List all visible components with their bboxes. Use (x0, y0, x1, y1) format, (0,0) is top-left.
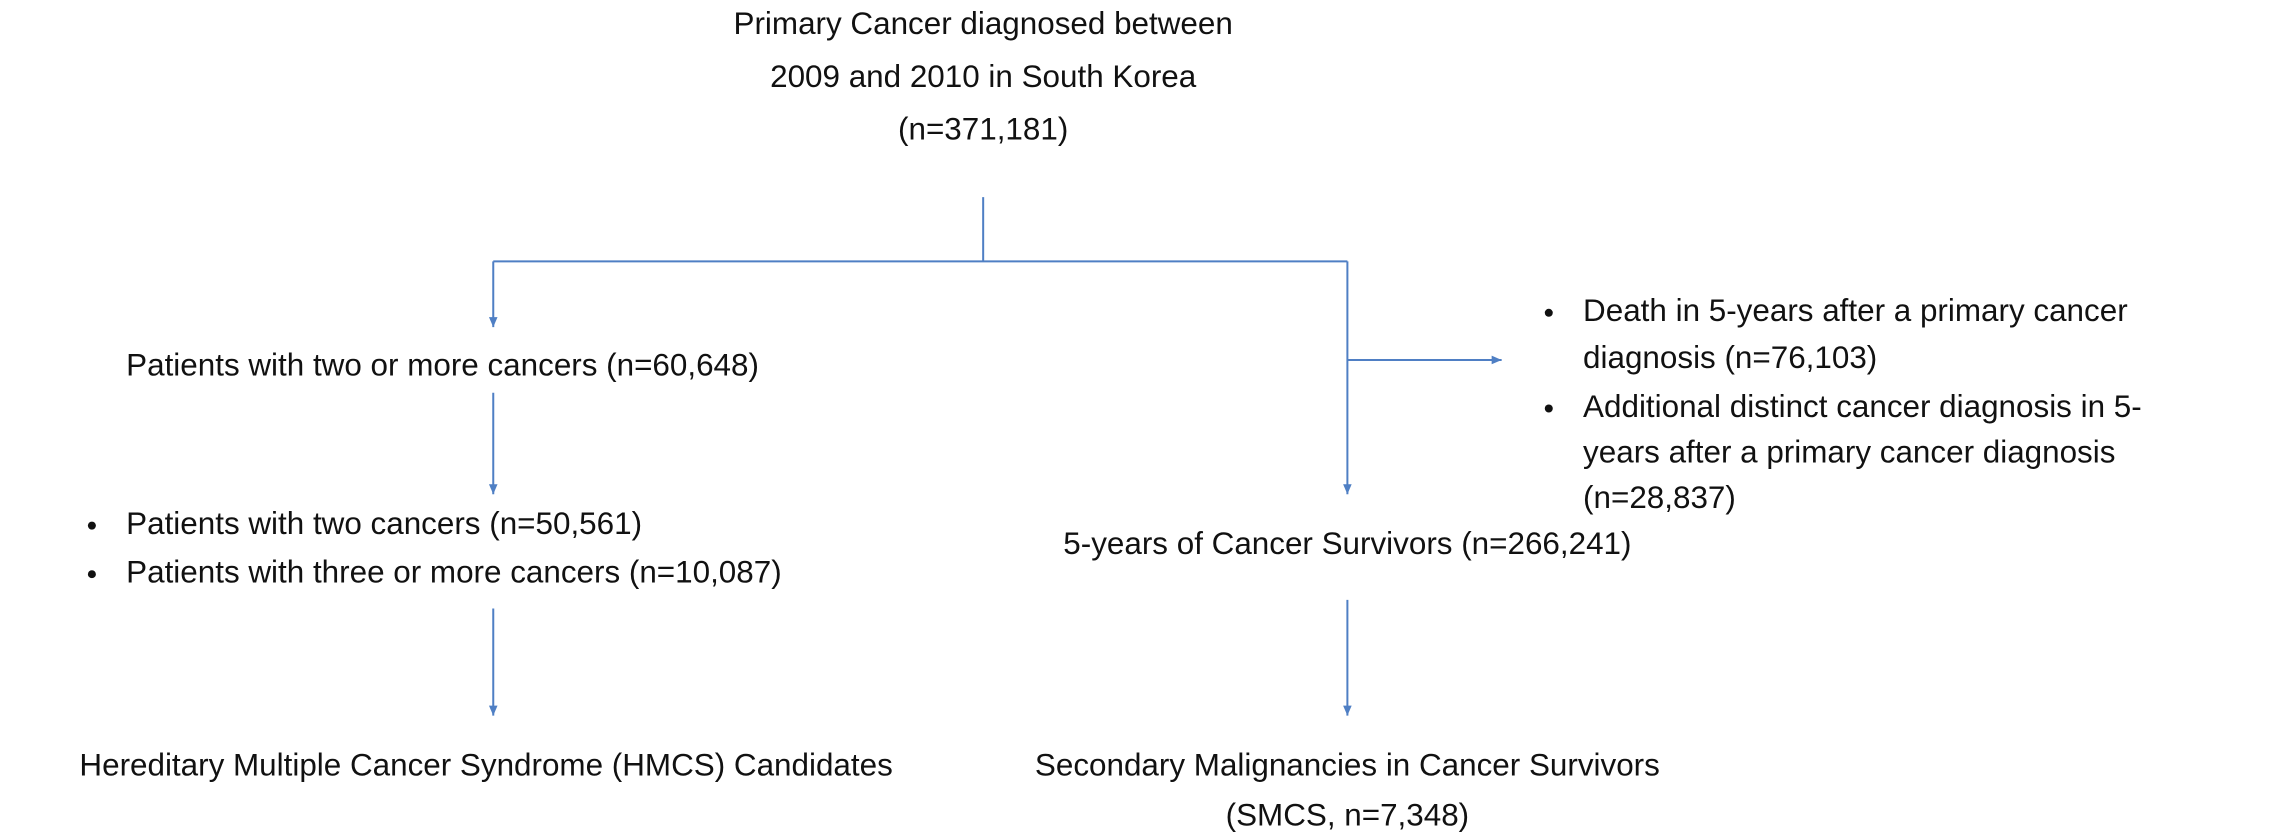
node-primary: Primary Cancer diagnosed between 2009 an… (734, 6, 1233, 147)
node-text: Primary Cancer diagnosed between (734, 6, 1233, 41)
list-item: Death in 5-years after a primary cancer (1583, 293, 2128, 328)
list-item: years after a primary cancer diagnosis (1583, 435, 2115, 470)
list-item: diagnosis (n=76,103) (1583, 340, 1877, 375)
bullet (1544, 308, 1553, 317)
list-item: Patients with two cancers (n=50,561) (126, 506, 642, 541)
bullet (87, 570, 96, 579)
node-excluded: Death in 5-years after a primary cancer … (1544, 293, 2142, 515)
node-text: (SMCS, n=7,348) (1226, 797, 1470, 832)
bullet (1544, 404, 1553, 413)
node-text: 5-years of Cancer Survivors (n=266,241) (1063, 526, 1631, 561)
connectors (488, 197, 1502, 716)
node-text: Patients with two or more cancers (n=60,… (126, 347, 759, 382)
node-multiple-split: Patients with two cancers (n=50,561) Pat… (87, 506, 782, 589)
node-smcs: Secondary Malignancies in Cancer Survivo… (1035, 747, 1660, 832)
node-text: Hereditary Multiple Cancer Syndrome (HMC… (79, 747, 892, 782)
bullet (87, 521, 96, 530)
node-text: (n=371,181) (898, 112, 1068, 147)
node-text: Secondary Malignancies in Cancer Survivo… (1035, 747, 1660, 782)
list-item: Patients with three or more cancers (n=1… (126, 554, 781, 589)
list-item: Additional distinct cancer diagnosis in … (1583, 389, 2142, 424)
list-item: (n=28,837) (1583, 480, 1736, 515)
node-text: 2009 and 2010 in South Korea (770, 59, 1197, 94)
